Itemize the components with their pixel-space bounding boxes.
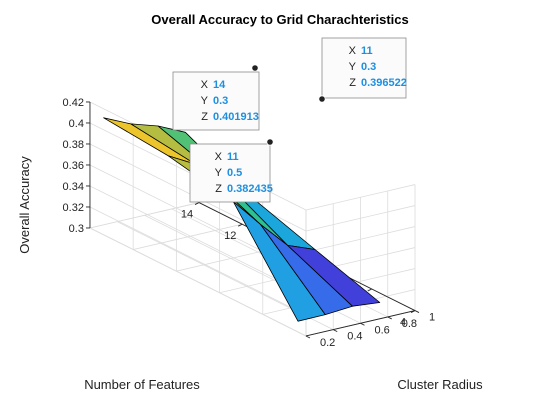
datatip-key: Z (349, 77, 356, 89)
datatip-key: Y (349, 61, 357, 73)
datatip-value: 14 (213, 79, 226, 91)
x-tick-mark (414, 310, 420, 313)
datatip-value: 0.401913 (213, 111, 259, 123)
datatip: X 14 Y 0.3 Z 0.401913 (172, 64, 260, 131)
datatip-box (321, 37, 407, 99)
chart-axes: 0.20.40.60.814681012140.30.320.340.360.3… (63, 97, 436, 349)
datatip-value: 11 (361, 45, 373, 57)
grid-line-z-left (89, 227, 307, 337)
y-tick-mark (238, 223, 243, 227)
datatip: X 11 Y 0.3 Z 0.396522 (318, 37, 407, 103)
grid-line-z-right (305, 226, 416, 253)
z-tick-label: 0.32 (63, 202, 84, 214)
x-tick-label: 0.6 (374, 324, 389, 336)
datatip-value: 11 (227, 151, 239, 163)
datatip-key: X (349, 45, 357, 57)
datatip-value: 0.3 (361, 61, 376, 73)
z-tick-label: 0.3 (69, 223, 84, 235)
z-tick-label: 0.4 (69, 118, 84, 130)
datatip-marker (318, 95, 326, 103)
datatip-key: X (215, 151, 223, 163)
y-tick-mark (410, 310, 416, 313)
x-tick-mark (333, 329, 338, 333)
chart-datatips: X 11 Y 0.3 Z 0.396522 X 14 Y 0.3 Z 0.401913 X 11 Y 0.5 Z… (172, 37, 407, 203)
datatip-value: 0.5 (227, 167, 242, 179)
datatip-value: 0.3 (213, 95, 228, 107)
datatip: X 11 Y 0.5 Z 0.382435 (189, 138, 274, 203)
grid-line-z-left (89, 185, 307, 295)
grid-line-y-floor (133, 223, 243, 250)
x-tick-label: 0.8 (402, 318, 417, 330)
x-tick-mark (360, 322, 365, 326)
grid-line-z-right (305, 184, 416, 211)
y-tick-mark (367, 288, 373, 292)
grid-line-z-left (89, 206, 307, 316)
datatip-key: Y (215, 167, 223, 179)
chart-title: Overall Accuracy to Grid Charachteristic… (151, 12, 408, 27)
surface-patch (287, 244, 381, 307)
datatip-key: Z (215, 183, 222, 195)
grid-line-y-floor (89, 202, 200, 229)
datatip-value: 0.382435 (227, 183, 273, 195)
x-tick-mark (305, 335, 311, 339)
y-tick-mark (194, 202, 200, 205)
datatip-box (172, 71, 260, 131)
z-tick-label: 0.42 (63, 97, 84, 109)
x-axis-label: Cluster Radius (397, 377, 483, 392)
y-tick-label: 4 (400, 317, 406, 329)
x-tick-mark (387, 316, 392, 320)
x-tick-label: 1 (429, 312, 435, 324)
datatip-marker (266, 138, 274, 146)
z-axis-label: Overall Accuracy (17, 156, 32, 254)
x-tick-label: 0.4 (347, 331, 362, 343)
y-axis-label: Number of Features (84, 377, 200, 392)
datatip-key: Z (201, 111, 208, 123)
z-tick-label: 0.34 (63, 181, 84, 193)
datatip-key: X (201, 79, 209, 91)
y-tick-label: 14 (181, 209, 193, 221)
z-tick-label: 0.38 (63, 139, 84, 151)
x-tick-label: 0.2 (320, 337, 335, 349)
datatip-marker (251, 64, 259, 72)
z-tick-label: 0.36 (63, 160, 84, 172)
grid-line-z-right (305, 205, 416, 232)
y-tick-label: 12 (224, 230, 236, 242)
datatip-box (189, 143, 271, 203)
datatip-key: Y (201, 95, 209, 107)
datatip-value: 0.396522 (361, 77, 407, 89)
